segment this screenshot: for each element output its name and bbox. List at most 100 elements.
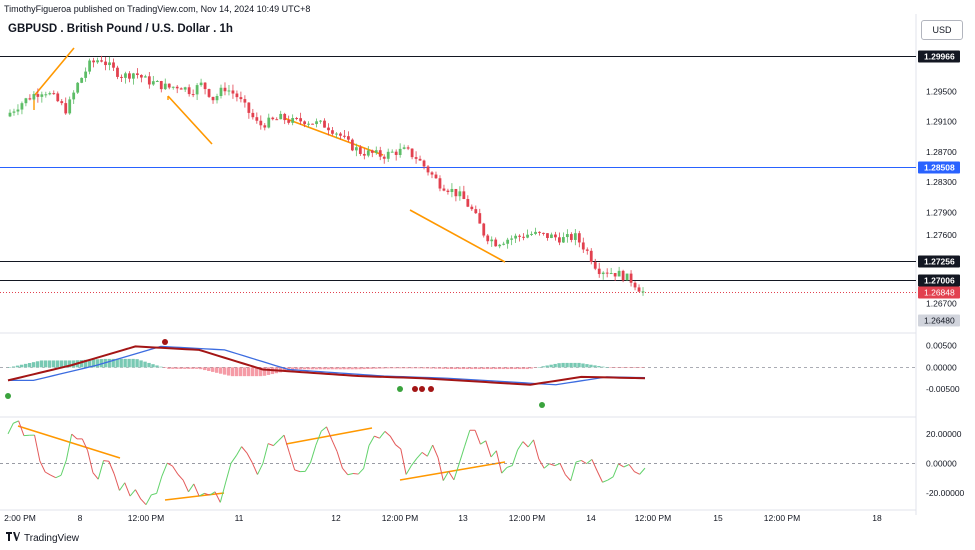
osc-segment	[442, 471, 450, 481]
macd-histogram-bar	[505, 367, 510, 370]
candle-body	[378, 150, 382, 157]
macd-histogram-bar	[537, 367, 541, 368]
osc-segment	[34, 434, 41, 462]
candle-body	[151, 81, 155, 85]
candle-body	[422, 160, 426, 167]
candle-body	[239, 97, 243, 100]
macd-histogram-bar	[410, 367, 414, 369]
macd-histogram-bar	[290, 367, 295, 370]
macd-histogram-bar	[473, 367, 478, 370]
macd-histogram-bar	[139, 360, 143, 368]
macd-cross-dot	[5, 393, 11, 399]
macd-histogram-bar	[51, 360, 56, 368]
low-marker-badge	[918, 314, 960, 327]
candle-body	[60, 101, 64, 104]
osc-segment	[251, 462, 258, 475]
candle-body	[135, 73, 139, 75]
macd-tick-label: -0.00500	[926, 384, 960, 394]
candle-body	[104, 61, 107, 66]
macd-histogram-bar	[577, 362, 581, 368]
osc-segment	[60, 459, 67, 476]
macd-histogram-bar	[601, 366, 605, 368]
osc-segment	[421, 451, 428, 457]
macd-histogram-bar	[338, 367, 342, 370]
candle-body	[331, 130, 334, 134]
osc-segment	[586, 459, 593, 465]
osc-segment	[140, 498, 147, 506]
trendline	[409, 209, 506, 263]
candle-body	[418, 158, 422, 161]
time-tick-label: 15	[713, 513, 723, 523]
osc-segment	[304, 462, 312, 472]
candle-body	[350, 139, 354, 151]
macd-histogram-bar	[135, 359, 139, 368]
macd-histogram-bar	[529, 367, 533, 369]
macd-histogram-bar	[207, 367, 211, 371]
chart-canvas[interactable]: 1.29966 1.28508 1.27256 1.27006 1.26848 1.264…	[0, 0, 975, 528]
trendline	[17, 425, 121, 459]
candle-body	[565, 234, 569, 238]
macd-histogram-bar	[179, 367, 183, 369]
osc-segment	[511, 449, 519, 466]
macd-histogram-bar	[374, 367, 378, 369]
time-tick-label: 13	[458, 513, 468, 523]
candle-body	[569, 234, 573, 240]
candle-body	[195, 85, 199, 95]
macd-histogram-bar	[513, 367, 518, 370]
macd-histogram-bar	[234, 367, 239, 377]
level-label: 1.29966	[924, 52, 955, 62]
candle-body	[510, 238, 514, 240]
last-price-badge	[918, 286, 960, 299]
level-badge	[918, 161, 960, 174]
candle-body	[542, 232, 545, 234]
candle-body	[339, 133, 342, 136]
macd-histogram-bar	[481, 367, 486, 370]
candle-body	[147, 76, 151, 85]
currency-button[interactable]: USD	[921, 20, 963, 40]
candle-body	[40, 94, 44, 97]
macd-histogram-bar	[497, 367, 502, 370]
candle-body	[558, 237, 561, 243]
macd-histogram-bar	[358, 367, 362, 370]
macd-histogram-bar	[238, 367, 243, 377]
macd-histogram-bar	[557, 363, 561, 368]
osc-segment	[134, 489, 142, 500]
macd-histogram-bar	[641, 367, 645, 368]
macd-histogram-bar	[609, 367, 613, 368]
osc-segment	[39, 460, 46, 473]
trendline	[33, 47, 75, 97]
candle-body	[259, 120, 263, 126]
macd-histogram-bar	[191, 367, 195, 369]
osc-segment	[151, 492, 157, 496]
candle-body	[183, 87, 187, 90]
osc-segment	[395, 444, 402, 450]
macd-tick-label: 0.00500	[926, 341, 957, 351]
macd-histogram-bar	[465, 367, 470, 370]
osc-segment	[490, 450, 497, 458]
macd-histogram-bar	[215, 367, 219, 373]
candle-body	[486, 235, 490, 242]
candle-body	[518, 235, 521, 237]
osc-segment	[167, 462, 173, 467]
macd-histogram-bar	[457, 367, 462, 370]
macd-histogram-bar	[346, 367, 350, 370]
macd-histogram-bar	[521, 367, 525, 370]
candle-body	[426, 166, 430, 173]
candle-body	[315, 121, 318, 125]
candle-body	[267, 117, 271, 128]
candle-body	[295, 118, 299, 120]
osc-segment	[591, 459, 598, 472]
macd-histogram-bar	[246, 367, 251, 377]
macd-histogram-bar	[254, 367, 259, 377]
candle-body	[303, 121, 306, 125]
osc-segment	[214, 491, 221, 503]
candle-body	[299, 118, 303, 122]
macd-histogram-bar	[509, 367, 514, 370]
macd-histogram-bar	[493, 367, 498, 370]
candle-body	[88, 60, 92, 72]
macd-histogram-bar	[11, 366, 16, 368]
osc-segment	[554, 462, 561, 467]
osc-segment	[113, 473, 120, 491]
osc-segment	[596, 470, 603, 483]
macd-histogram-bar	[163, 367, 167, 368]
